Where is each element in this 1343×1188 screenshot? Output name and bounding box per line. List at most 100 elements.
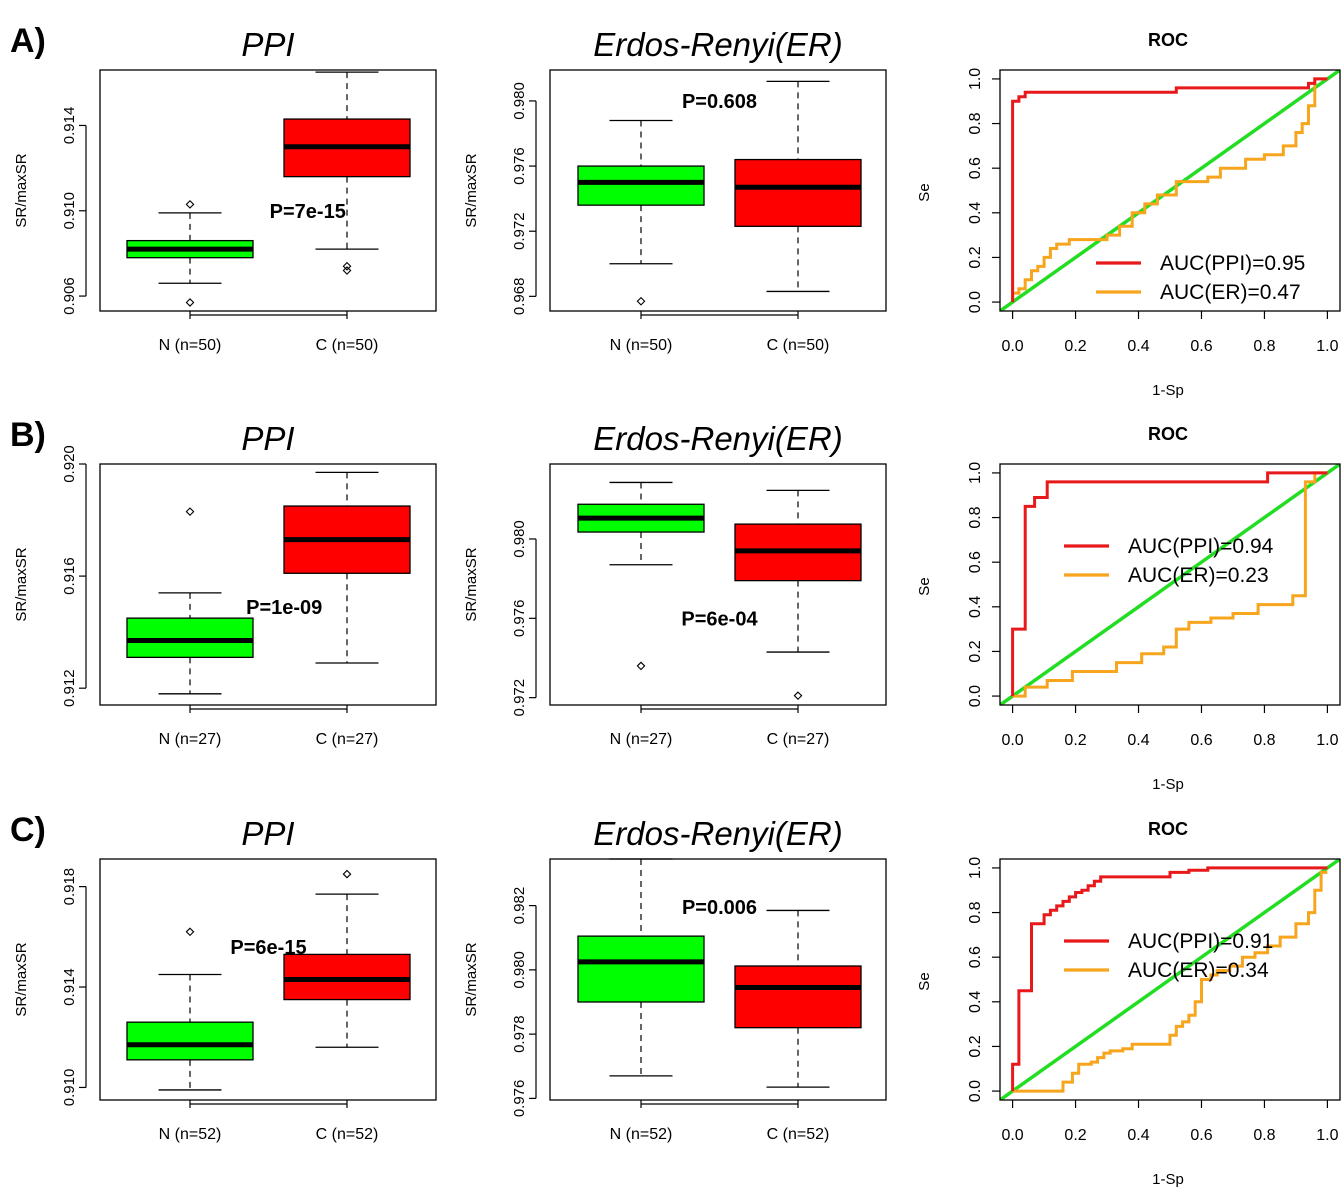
- x-tick-label: 0.4: [1127, 732, 1149, 749]
- y-axis-label: Se: [916, 577, 933, 595]
- plot-frame: [99, 69, 437, 312]
- x-tick-label: C (n=52): [767, 1126, 830, 1143]
- roc-curve-er: [1012, 471, 1328, 698]
- outlier-point: [793, 691, 803, 701]
- y-tick-label: 0.910: [61, 192, 78, 230]
- x-tick-label: 0.2: [1064, 338, 1086, 355]
- plot-frame: [99, 463, 437, 706]
- roc-series-group: [1000, 859, 1340, 1100]
- x-tick-label: 0.6: [1190, 732, 1212, 749]
- box-normal: [577, 481, 705, 671]
- outlier-point: [636, 296, 646, 306]
- plot-frame: [549, 858, 887, 1101]
- y-tick-label: 0.980: [511, 951, 528, 989]
- x-tick-label: 0.4: [1127, 1127, 1149, 1144]
- legend-entry: AUC(PPI)=0.91: [1128, 930, 1273, 953]
- box-chart: PPI 0.910 0.914 0.918 SR/maxSR N (n=52) C (n=5…: [13, 815, 437, 1143]
- y-tick-label: 0.0: [967, 291, 984, 313]
- x-tick-label: N (n=50): [159, 337, 222, 354]
- legend-entry: AUC(PPI)=0.95: [1160, 252, 1305, 275]
- box-cancer: [283, 471, 411, 664]
- box-cancer: [283, 869, 411, 1048]
- y-tick-label: 0.968: [511, 278, 528, 316]
- p-value-annotation: P=7e-15: [270, 201, 346, 223]
- y-tick-label: 0.914: [61, 968, 78, 1006]
- outlier-point: [342, 266, 352, 275]
- box-normal: [577, 119, 705, 306]
- roc-curve-ppi: [1011, 77, 1328, 303]
- plot-frame: [999, 69, 1341, 312]
- outlier-point: [185, 927, 195, 937]
- x-tick-label: N (n=50): [610, 337, 673, 354]
- x-tick-label: 0.6: [1190, 338, 1212, 355]
- outlier-point: [185, 199, 195, 209]
- row-label: B): [10, 416, 46, 454]
- x-tick-label: 0.2: [1064, 732, 1086, 749]
- outlier-point: [185, 507, 195, 517]
- y-axis-label: SR/maxSR: [13, 547, 30, 621]
- y-tick-label: 0.0: [967, 1080, 984, 1102]
- roc-chart: ROC 0.0 0.2 0.4 0.6 0.8 1.0 0.0 0.2 0.4 0.6 0.8 1.0 1…: [916, 30, 1341, 399]
- x-tick-label: 0.4: [1127, 338, 1149, 355]
- x-tick-label: C (n=52): [316, 1126, 379, 1143]
- y-tick-label: 0.8: [967, 901, 984, 923]
- roc-chart: ROC 0.0 0.2 0.4 0.6 0.8 1.0 0.0 0.2 0.4 0.6 0.8 1.0 1…: [916, 819, 1341, 1188]
- y-axis-label: SR/maxSR: [463, 153, 480, 227]
- outlier-point: [342, 869, 352, 879]
- p-value-annotation: P=1e-09: [246, 597, 322, 619]
- p-value-annotation: P=6e-04: [681, 608, 758, 630]
- box-iqr: [734, 965, 862, 1029]
- y-tick-label: 0.4: [967, 596, 984, 618]
- box-chart: Erdos-Renyi(ER) 0.968 0.972 0.976 0.980 SR/ma…: [463, 26, 887, 354]
- y-axis-label: SR/maxSR: [463, 547, 480, 621]
- chart-title: ROC: [1148, 424, 1188, 444]
- plot-frame: [99, 858, 437, 1101]
- y-tick-label: 0.920: [61, 445, 78, 483]
- roc-curve-ppi: [1011, 866, 1328, 1092]
- outlier-point: [636, 661, 646, 671]
- x-axis-label: 1-Sp: [1152, 776, 1184, 793]
- diagonal-line: [1000, 859, 1340, 1100]
- box-iqr: [283, 953, 411, 1001]
- box-iqr: [577, 165, 705, 206]
- legend: AUC(PPI)=0.95 AUC(ER)=0.47: [1096, 252, 1305, 304]
- roc-chart: ROC 0.0 0.2 0.4 0.6 0.8 1.0 0.0 0.2 0.4 0.6 0.8 1.0 1…: [916, 424, 1341, 793]
- box-iqr: [126, 1021, 254, 1061]
- x-tick-label: C (n=27): [767, 731, 830, 748]
- roc-series-group: [1000, 464, 1340, 705]
- box-cancer: [734, 80, 862, 293]
- x-tick-label: N (n=27): [159, 731, 222, 748]
- diagonal-line: [1000, 464, 1340, 705]
- chart-title: PPI: [241, 420, 294, 457]
- y-tick-label: 0.2: [967, 1035, 984, 1057]
- roc-curve-er: [1012, 870, 1328, 1093]
- roc-curve-er: [1011, 77, 1328, 303]
- y-tick-label: 0.980: [511, 82, 528, 120]
- y-tick-label: 0.976: [511, 600, 528, 638]
- y-tick-label: 0.912: [61, 669, 78, 707]
- y-tick-label: 0.4: [967, 202, 984, 224]
- roc-series-group: [1000, 70, 1340, 311]
- x-tick-label: 0.6: [1190, 1127, 1212, 1144]
- y-tick-label: 0.2: [967, 246, 984, 268]
- legend-entry: AUC(ER)=0.23: [1128, 564, 1269, 587]
- y-tick-label: 0.914: [61, 107, 78, 145]
- x-tick-label: 0.0: [1001, 338, 1023, 355]
- y-tick-label: 0.6: [967, 551, 984, 573]
- y-tick-label: 0.982: [511, 887, 528, 925]
- box-iqr: [577, 935, 705, 1003]
- legend: AUC(PPI)=0.94 AUC(ER)=0.23: [1064, 535, 1274, 587]
- box-normal: [126, 507, 254, 695]
- y-tick-label: 0.916: [61, 557, 78, 595]
- outlier-point: [342, 261, 352, 271]
- x-tick-label: C (n=27): [316, 731, 379, 748]
- legend-entry: AUC(PPI)=0.94: [1128, 535, 1274, 558]
- p-value-annotation: P=0.608: [682, 91, 757, 113]
- y-axis-label: SR/maxSR: [13, 942, 30, 1016]
- p-value-annotation: P=0.006: [682, 897, 757, 919]
- outlier-point: [185, 298, 195, 307]
- y-tick-label: 0.972: [511, 212, 528, 250]
- box-chart: PPI 0.906 0.910 0.914 SR/maxSR N (n=50) C (n=5…: [13, 26, 437, 354]
- box-chart: PPI 0.912 0.916 0.920 SR/maxSR N (n=27) C (n=2…: [13, 420, 437, 748]
